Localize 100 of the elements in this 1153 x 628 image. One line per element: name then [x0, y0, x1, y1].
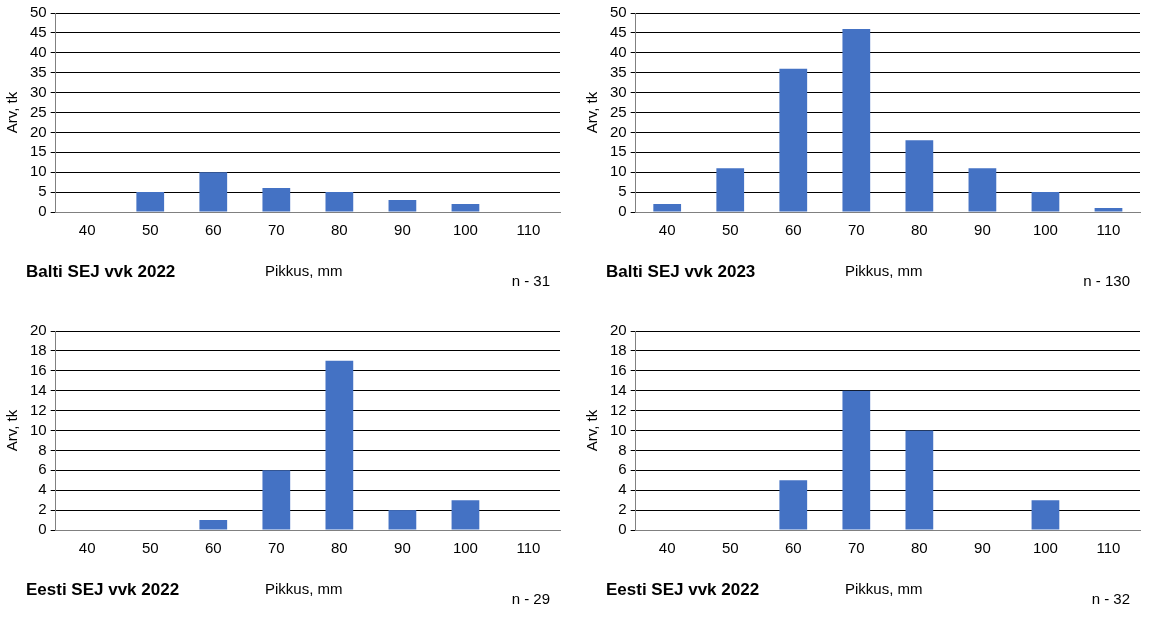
- x-tick-label: 50: [141, 539, 159, 557]
- y-tick-label: 20: [30, 321, 47, 339]
- text: Balti SEJ vvk 2022: [26, 262, 176, 282]
- text: n - 130: [1083, 272, 1130, 289]
- text: Eesti SEJ vvk 2022: [26, 580, 180, 600]
- y-tick-label: 0: [38, 520, 47, 538]
- bar: [842, 28, 871, 212]
- bar: [325, 192, 354, 212]
- bar: [262, 470, 291, 530]
- bar: [779, 480, 808, 530]
- x-tick-label: 40: [78, 539, 96, 557]
- y-tick-label: 18: [30, 341, 47, 359]
- text: n - 31: [511, 272, 550, 289]
- bar: [653, 204, 682, 212]
- x-tick-label: 60: [784, 221, 802, 239]
- x-tick-label: 60: [204, 539, 222, 557]
- x-tick-label: 60: [204, 221, 222, 239]
- bar: [451, 500, 480, 530]
- bar: [325, 360, 354, 530]
- y-tick-label: 5: [38, 182, 47, 200]
- y-tick-label: 50: [610, 3, 627, 21]
- y-tick-label: 10: [610, 420, 627, 438]
- bar: [451, 204, 480, 212]
- x-tick-label: 100: [452, 221, 478, 239]
- x-axis-title: Pikkus, mm: [265, 262, 343, 279]
- x-axis-title: Pikkus, mm: [265, 580, 343, 597]
- bar: [842, 390, 871, 530]
- x-tick-label: 80: [911, 221, 928, 239]
- x-axis-title: Pikkus, mm: [845, 580, 923, 597]
- bar: [199, 172, 228, 212]
- y-tick-label: 25: [610, 102, 627, 120]
- y-tick-label: 8: [38, 440, 47, 458]
- x-axis-title: Pikkus, mm: [845, 262, 923, 279]
- y-tick-label: 20: [30, 122, 47, 140]
- x-tick-label: 110: [516, 539, 541, 557]
- y-tick-label: 6: [38, 460, 47, 478]
- x-tick-label: 50: [141, 221, 159, 239]
- bar: [1031, 500, 1060, 530]
- y-tick-label: 0: [618, 202, 627, 220]
- text: n - 32: [1091, 590, 1130, 607]
- x-tick-label: 80: [331, 221, 348, 239]
- x-tick-label: 100: [452, 539, 478, 557]
- y-tick-label: 20: [610, 321, 627, 339]
- x-tick-label: 100: [1032, 539, 1058, 557]
- bar: [388, 510, 417, 530]
- bar: [388, 200, 417, 212]
- x-tick-label: 40: [658, 221, 676, 239]
- bar: [1031, 192, 1060, 212]
- y-tick-label: 2: [618, 500, 627, 518]
- text: n - 29: [511, 590, 550, 607]
- x-tick-label: 60: [784, 539, 802, 557]
- x-tick-label: 110: [1096, 221, 1121, 239]
- y-tick-label: 12: [610, 400, 627, 418]
- bar: [716, 168, 745, 212]
- y-tick-label: 10: [610, 162, 627, 180]
- x-tick-label: 70: [267, 221, 285, 239]
- y-tick-label: 4: [38, 480, 47, 498]
- x-tick-label: 70: [847, 539, 865, 557]
- y-tick-label: 40: [30, 42, 47, 60]
- x-tick-label: 110: [516, 221, 541, 239]
- y-axis-title: Arv, tk: [3, 91, 21, 134]
- y-axis-title: Arv, tk: [3, 409, 21, 452]
- y-tick-label: 14: [610, 380, 627, 398]
- x-tick-label: 100: [1032, 221, 1058, 239]
- x-tick-label: 70: [847, 221, 865, 239]
- y-tick-label: 16: [30, 360, 47, 378]
- y-tick-label: 25: [30, 102, 47, 120]
- y-tick-label: 45: [30, 23, 47, 41]
- y-tick-label: 12: [30, 400, 47, 418]
- y-tick-label: 35: [610, 62, 627, 80]
- bar: [779, 68, 808, 212]
- y-tick-label: 0: [618, 520, 627, 538]
- y-tick-label: 30: [610, 82, 627, 100]
- bar: [1094, 208, 1123, 212]
- y-tick-label: 2: [38, 500, 47, 518]
- x-tick-label: 90: [394, 539, 411, 557]
- x-tick-label: 50: [721, 221, 739, 239]
- y-axis-title: Arv, tk: [583, 409, 601, 452]
- x-tick-label: 90: [974, 539, 991, 557]
- y-tick-label: 45: [610, 23, 627, 41]
- y-tick-label: 30: [30, 82, 47, 100]
- x-tick-label: 90: [974, 221, 991, 239]
- x-tick-label: 80: [911, 539, 928, 557]
- y-tick-label: 5: [618, 182, 627, 200]
- y-tick-label: 15: [30, 142, 47, 160]
- y-tick-label: 10: [30, 420, 47, 438]
- y-tick-label: 6: [618, 460, 627, 478]
- y-tick-label: 35: [30, 62, 47, 80]
- y-tick-label: 0: [38, 202, 47, 220]
- y-tick-label: 8: [618, 440, 627, 458]
- x-tick-label: 40: [78, 221, 96, 239]
- text: Balti SEJ vvk 2023: [606, 262, 756, 282]
- y-tick-label: 20: [610, 122, 627, 140]
- x-tick-label: 50: [721, 539, 739, 557]
- x-tick-label: 80: [331, 539, 348, 557]
- y-tick-label: 14: [30, 380, 47, 398]
- bar: [136, 192, 165, 212]
- y-tick-label: 16: [610, 360, 627, 378]
- bar: [968, 168, 997, 212]
- y-tick-label: 50: [30, 3, 47, 21]
